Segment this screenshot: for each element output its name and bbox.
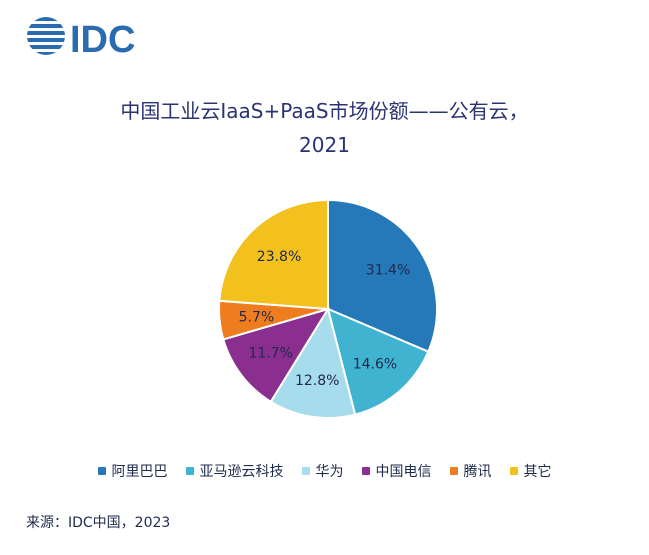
slice-label-1: 31.4% — [366, 262, 410, 278]
legend-swatch-2 — [185, 467, 194, 475]
idc-logo: IDC — [26, 14, 161, 61]
slice-label-5: 5.7% — [239, 309, 275, 325]
pie-slice-1 — [327, 198, 438, 353]
legend-swatch-6 — [509, 467, 518, 475]
slice-label-2: 14.6% — [353, 357, 397, 373]
legend-item-3: 华为 — [301, 461, 344, 481]
legend-label-1: 阿里巴巴 — [111, 464, 168, 480]
legend-label-3: 华为 — [315, 464, 344, 480]
pie-slice-3 — [269, 306, 357, 419]
chart-title-block: 中国工业云IaaS+PaaS市场份额——公有云， 2021 — [0, 94, 649, 162]
legend-item-1: 阿里巴巴 — [97, 461, 168, 481]
legend-swatch-3 — [301, 467, 310, 475]
idc-logo-text: IDC — [70, 19, 135, 59]
source-note: 来源：IDC中国，2023 — [26, 515, 171, 531]
slice-label-6: 23.8% — [257, 249, 301, 265]
slice-label-4: 11.7% — [248, 346, 292, 362]
legend-label-4: 中国电信 — [375, 464, 432, 480]
chart-legend: 阿里巴巴 亚马逊云科技 华为 中国电信 腾讯 其它 — [0, 458, 649, 484]
legend-label-2: 亚马逊云科技 — [199, 464, 284, 480]
legend-item-5: 腾讯 — [449, 461, 492, 481]
pie-slice-6 — [218, 198, 329, 311]
legend-label-6: 其它 — [523, 464, 552, 480]
legend-item-4: 中国电信 — [361, 461, 432, 481]
legend-item-6: 其它 — [509, 461, 552, 481]
legend-swatch-4 — [361, 467, 370, 475]
pie-slice-2 — [326, 307, 430, 416]
legend-item-2: 亚马逊云科技 — [185, 461, 284, 481]
legend-swatch-5 — [449, 467, 458, 475]
legend-label-5: 腾讯 — [463, 464, 492, 480]
idc-logo-mark: IDC — [27, 17, 135, 61]
legend-swatch-1 — [97, 467, 106, 475]
chart-subtitle: 2021 — [299, 133, 350, 157]
slice-label-3: 12.8% — [295, 373, 339, 389]
chart-title: 中国工业云IaaS+PaaS市场份额——公有云， — [120, 99, 529, 123]
